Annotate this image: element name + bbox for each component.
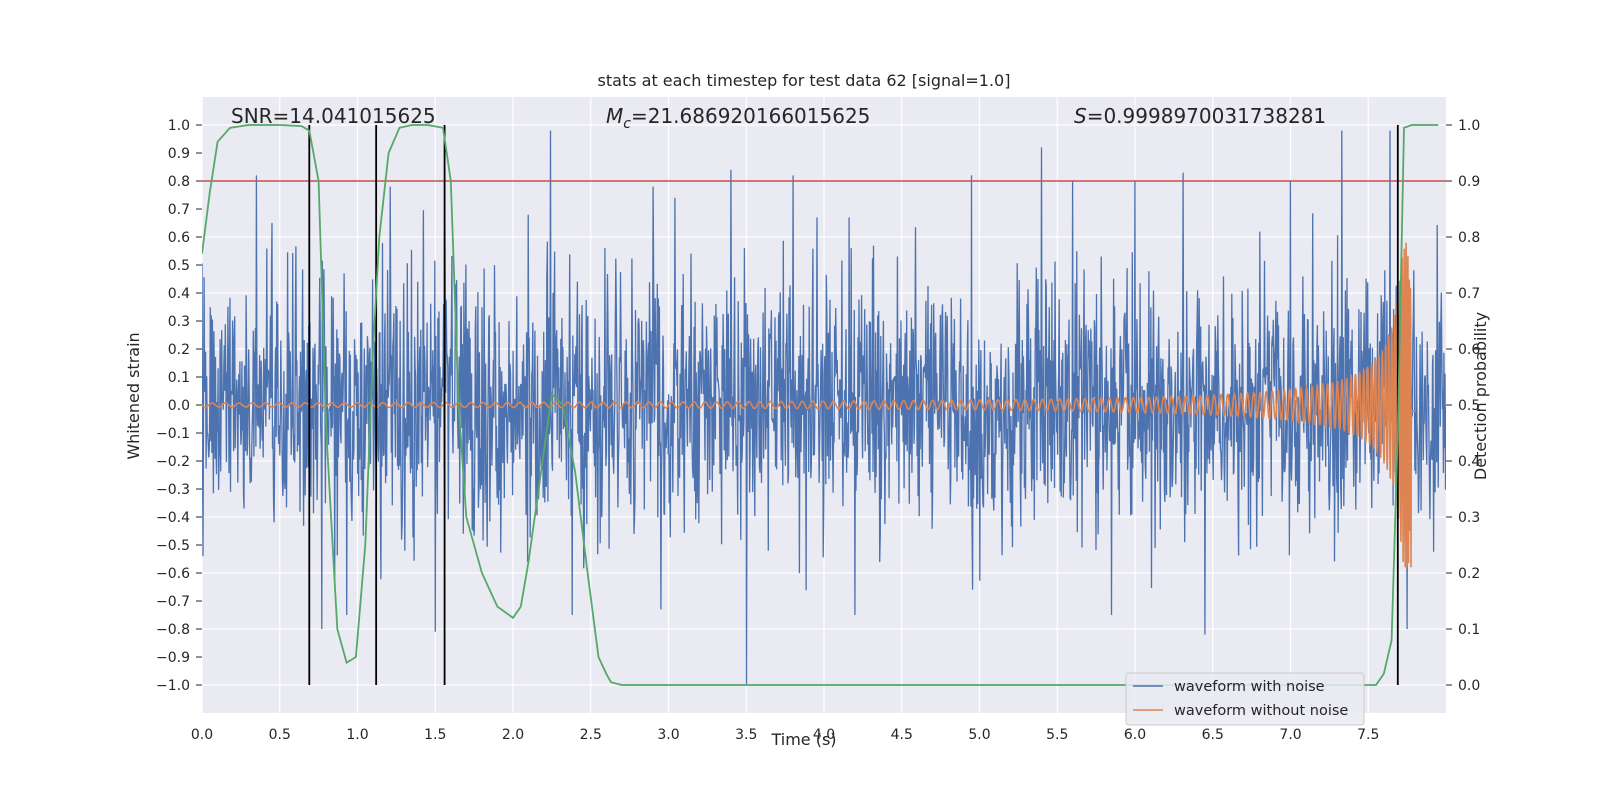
y2-tick-label: 0.8 (1458, 230, 1480, 246)
chart-title: stats at each timestep for test data 62 … (598, 71, 1011, 90)
y-tick-label: 0.6 (168, 230, 190, 246)
y2-tick-label: 0.3 (1458, 510, 1480, 526)
x-tick-label: 7.0 (1279, 727, 1301, 743)
series-waveform-without-noise (202, 242, 1415, 568)
y-tick-label: 0.0 (168, 398, 190, 414)
y-axis-left: 1.0 0.9 0.8 0.7 0.6 0.5 0.4 0.3 0.2 0.1 0.0 −0.1 −0.… (156, 118, 202, 694)
legend: waveform with noise waveform without noi… (1125, 672, 1365, 726)
x-tick-label: 0.5 (269, 727, 291, 743)
chirp-mass-value: =21.686920166015625 (631, 104, 870, 128)
series-waveform-with-noise (202, 130, 1446, 686)
y-tick-label: 0.5 (168, 258, 190, 274)
legend-label-clean: waveform without noise (1174, 703, 1348, 719)
y-tick-label: −0.1 (156, 426, 190, 442)
y-tick-label: −0.3 (156, 482, 190, 498)
y-axis-label: Whitened strain (124, 332, 143, 459)
x-tick-label: 3.5 (735, 727, 757, 743)
legend-box (1125, 672, 1365, 726)
y-tick-label: −0.8 (156, 622, 190, 638)
legend-label-noise: waveform with noise (1174, 679, 1325, 695)
x-tick-label: 7.5 (1357, 727, 1379, 743)
x-tick-label: 2.5 (580, 727, 602, 743)
snr-annotation: SNR=14.041015625 (231, 104, 436, 128)
y2-tick-label: 0.9 (1458, 174, 1480, 190)
y-axis-right: 1.0 0.9 0.8 0.7 0.6 0.5 0.4 0.3 0.2 0.1 0.0 (1446, 118, 1480, 694)
y-tick-label: 1.0 (168, 118, 190, 134)
x-tick-label: 1.5 (424, 727, 446, 743)
x-tick-label: 4.5 (891, 727, 913, 743)
y-tick-label: −0.9 (156, 650, 190, 666)
x-tick-label: 5.0 (968, 727, 990, 743)
y-tick-label: 0.7 (168, 202, 190, 218)
y-tick-label: −0.2 (156, 454, 190, 470)
y2-tick-label: 0.5 (1458, 398, 1480, 414)
chirp-mass-subscript: c (623, 116, 631, 132)
y2-tick-label: 0.1 (1458, 622, 1480, 638)
y-tick-label: 0.1 (168, 370, 190, 386)
y2-tick-label: 0.0 (1458, 678, 1480, 694)
y-tick-label: −1.0 (156, 678, 190, 694)
s-symbol: S (1074, 104, 1087, 128)
x-tick-label: 5.5 (1046, 727, 1068, 743)
x-tick-label: 3.0 (657, 727, 679, 743)
x-tick-label: 1.0 (346, 727, 368, 743)
chirp-mass-symbol: M (606, 104, 623, 128)
y-tick-label: −0.7 (156, 594, 190, 610)
y-tick-label: 0.2 (168, 342, 190, 358)
y-tick-label: −0.4 (156, 510, 190, 526)
y2-tick-label: 0.6 (1458, 342, 1480, 358)
y2-tick-label: 1.0 (1458, 118, 1480, 134)
y-tick-label: 0.3 (168, 314, 190, 330)
y2-tick-label: 0.4 (1458, 454, 1480, 470)
x-axis-label: Time (s) (770, 730, 836, 749)
y-tick-label: 0.8 (168, 174, 190, 190)
y2-tick-label: 0.7 (1458, 286, 1480, 302)
s-annotation: S=0.9998970031738281 (1074, 104, 1326, 128)
x-tick-label: 6.5 (1202, 727, 1224, 743)
y2-axis-label: Detection probability (1471, 312, 1490, 480)
y-tick-label: 0.4 (168, 286, 190, 302)
noise-trace (202, 130, 1446, 686)
y-tick-label: 0.9 (168, 146, 190, 162)
x-tick-label: 4.0 (813, 727, 835, 743)
x-tick-label: 6.0 (1124, 727, 1146, 743)
chirp-mass-annotation: Mc=21.686920166015625 (606, 104, 870, 132)
s-value: =0.9998970031738281 (1087, 104, 1326, 128)
y2-tick-label: 0.2 (1458, 566, 1480, 582)
x-axis: 0.0 0.5 1.0 1.5 2.0 2.5 3.0 3.5 4.0 4.5 5.0 5.5 6.0 6… (191, 727, 1380, 743)
x-tick-label: 0.0 (191, 727, 213, 743)
y-tick-label: −0.6 (156, 566, 190, 582)
x-tick-label: 2.0 (502, 727, 524, 743)
y-tick-label: −0.5 (156, 538, 190, 554)
